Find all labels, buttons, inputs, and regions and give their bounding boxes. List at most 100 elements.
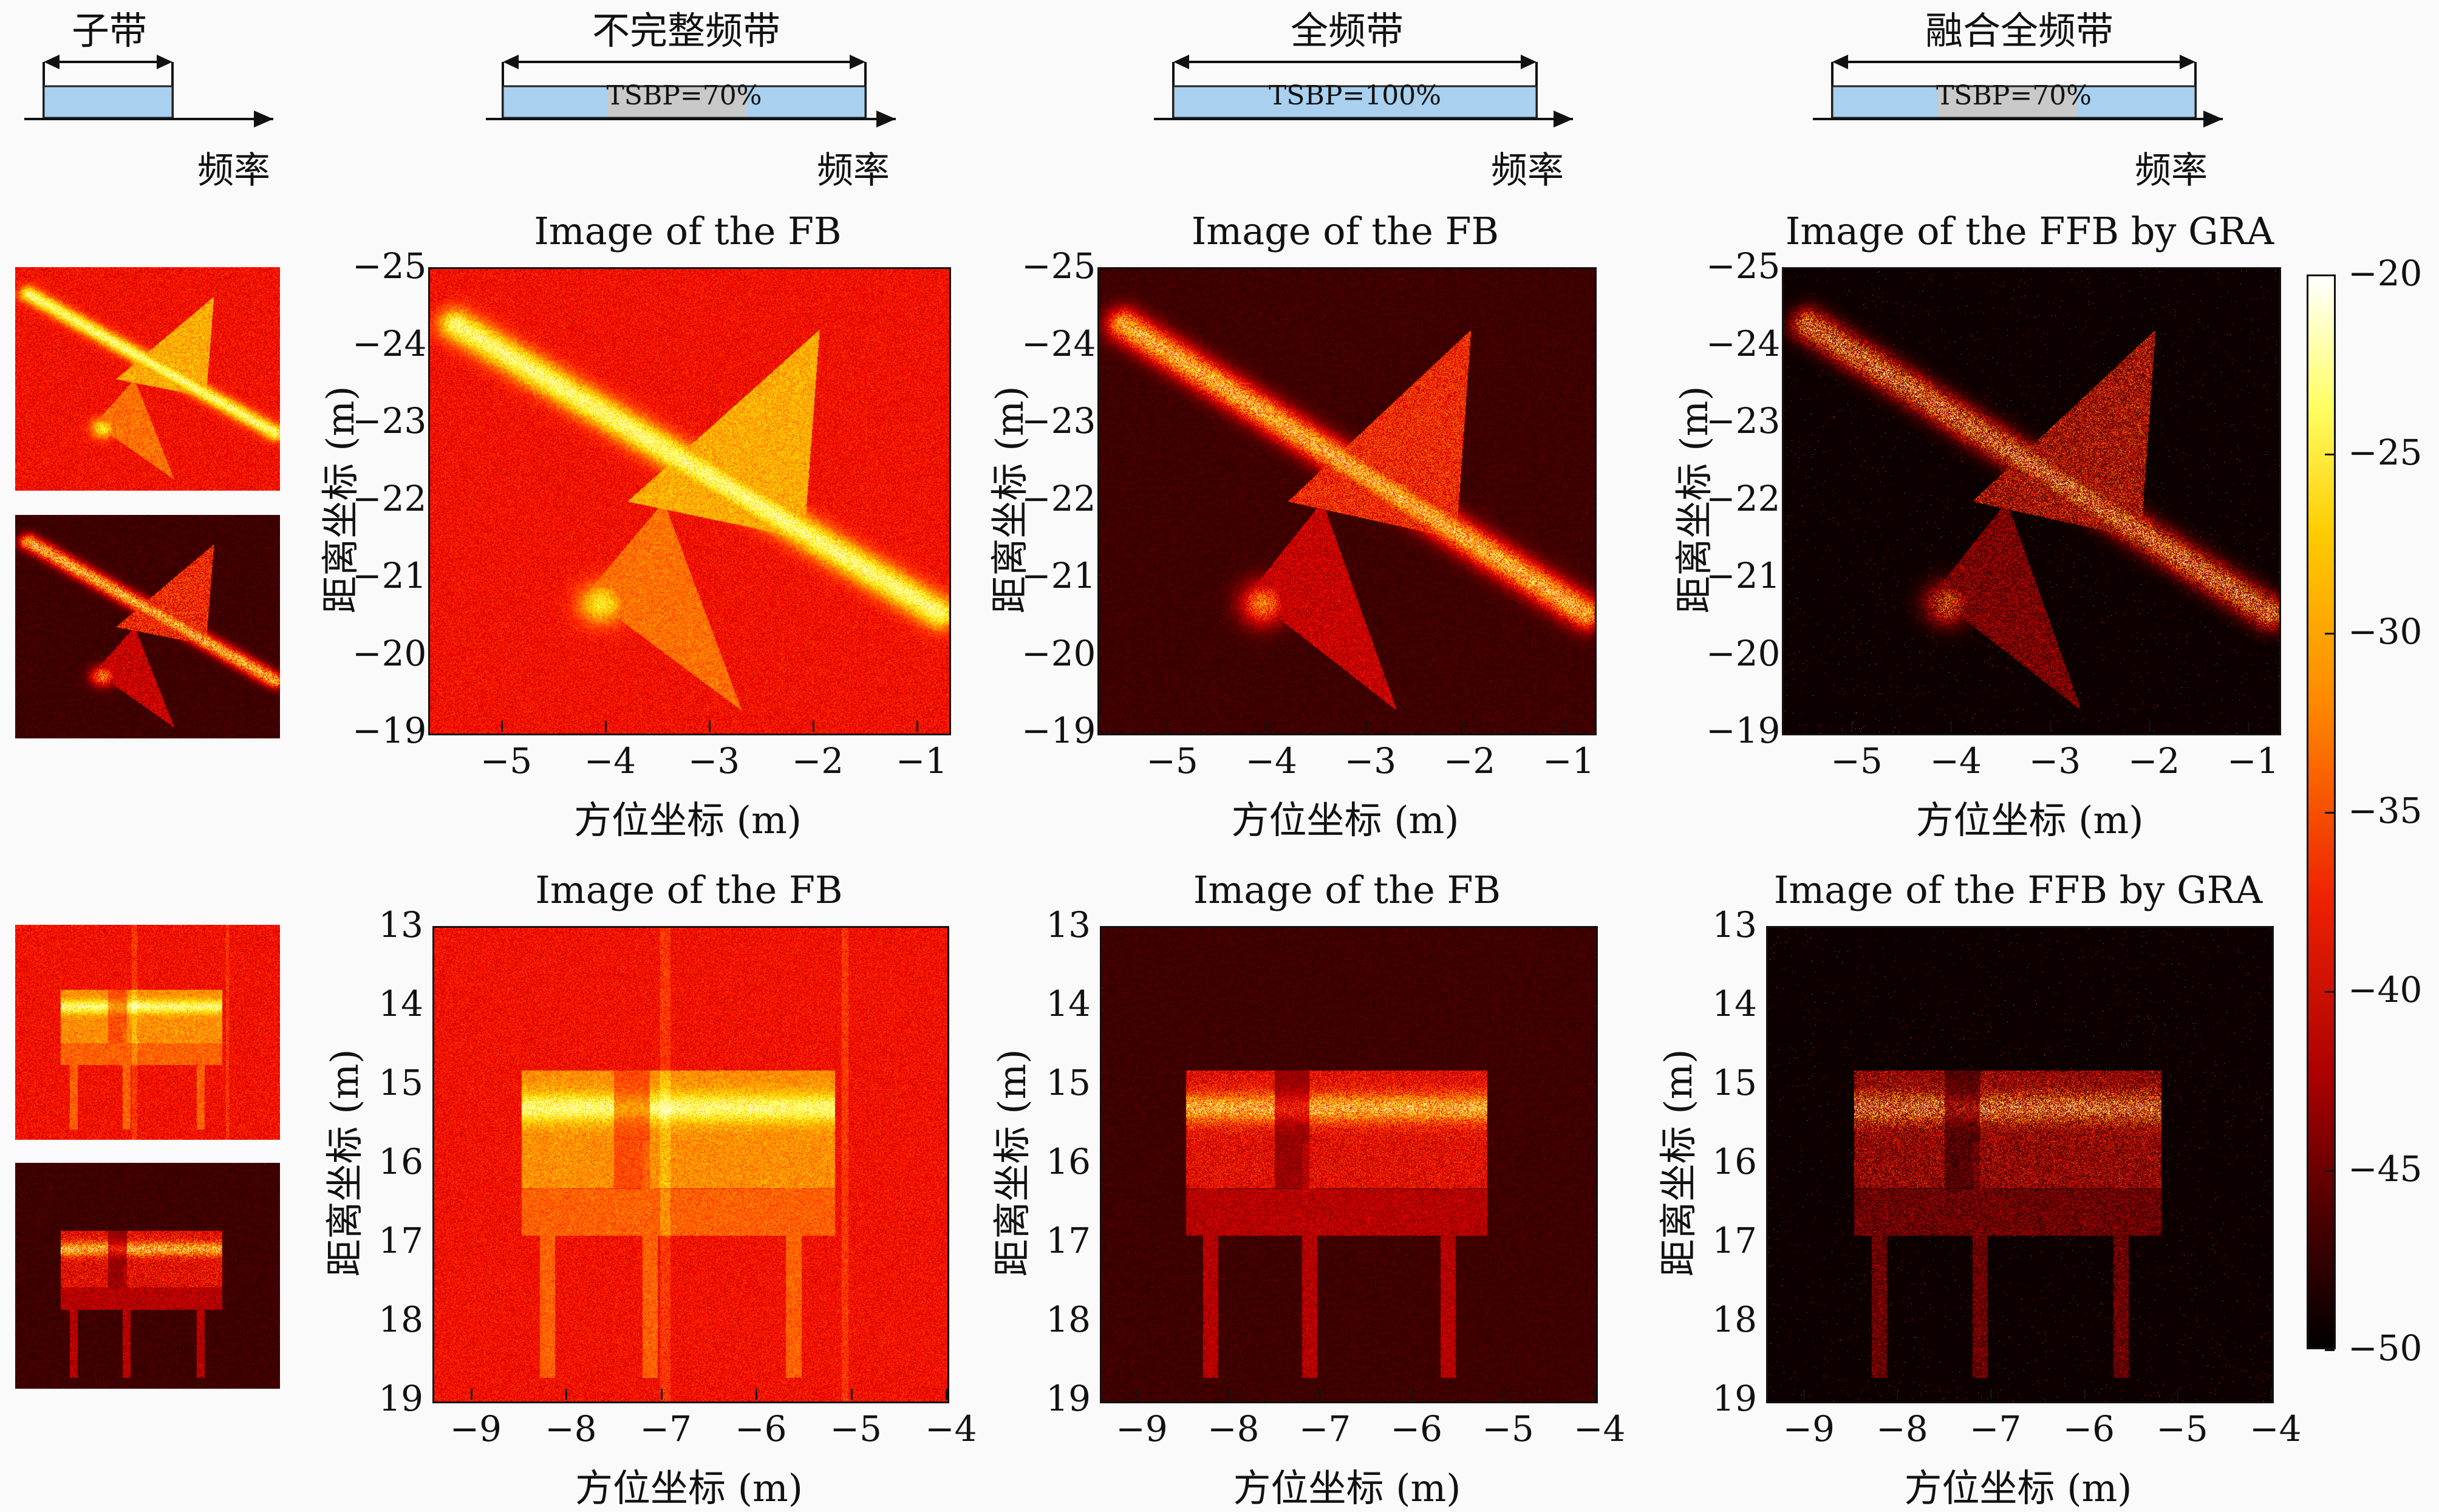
x-tick-label: −1	[2227, 740, 2279, 782]
x-tick-mark	[1411, 1389, 1413, 1400]
x-tick-mark	[946, 1389, 947, 1400]
y-tick-label: 13	[1046, 904, 1091, 945]
y-tick-label: −25	[1706, 245, 1781, 287]
x-tick-label: −4	[925, 1408, 977, 1449]
y-tick-label: 19	[378, 1378, 423, 1419]
x-tick-label: −5	[1830, 740, 1883, 782]
y-tick-label: 17	[378, 1220, 423, 1261]
x-tick-mark	[604, 721, 607, 732]
x-tick-label: −5	[1146, 740, 1198, 782]
x-tick-mark	[2270, 1389, 2272, 1400]
y-axis-label: 距离坐标 (m)	[1656, 1049, 1700, 1277]
x-tick-mark	[708, 721, 711, 732]
panel-title: Image of the FFB by GRA	[1773, 868, 2263, 912]
heatmap-image	[1100, 926, 1598, 1403]
band-title-subband: 子带	[71, 9, 148, 53]
x-tick-mark	[812, 721, 814, 732]
x-tick-mark	[756, 1389, 758, 1400]
x-tick-mark	[2083, 1389, 2086, 1400]
y-tick-label: 16	[1046, 1141, 1091, 1182]
x-axis-label: 方位坐标 (m)	[1231, 798, 1459, 842]
x-tick-label: −9	[449, 1408, 502, 1449]
y-tick-label: −22	[1022, 477, 1096, 519]
fused-band-diagram	[1813, 55, 2223, 128]
x-tick-label: −9	[1782, 1408, 1835, 1449]
y-tick-label: −20	[1706, 632, 1781, 674]
x-tick-label: −6	[735, 1408, 787, 1449]
y-tick-label: −22	[1706, 477, 1781, 519]
heatmap-image	[1097, 267, 1597, 735]
x-tick-mark	[2177, 1389, 2179, 1400]
x-tick-label: −4	[1929, 740, 1982, 782]
colorbar-tick-mark	[2325, 454, 2335, 455]
x-tick-mark	[1319, 1389, 1322, 1400]
band-title-fused: 融合全频带	[1925, 9, 2114, 53]
freq-label-full: 频率	[1491, 149, 1564, 192]
band-title-incomplete: 不完整频带	[592, 9, 781, 53]
panel-title: Image of the FB	[534, 209, 842, 253]
y-tick-label: 17	[1712, 1220, 1757, 1261]
freq-label-incomplete: 频率	[817, 149, 890, 192]
colorbar-tick-label: −35	[2348, 790, 2423, 831]
colorbar-tick-mark	[2325, 1349, 2335, 1351]
x-tick-label: −4	[2250, 1408, 2302, 1449]
x-tick-mark	[850, 1389, 853, 1400]
x-tick-mark	[916, 721, 918, 732]
x-tick-mark	[1990, 1389, 1992, 1400]
x-tick-label: −5	[1482, 1408, 1534, 1449]
x-tick-label: −4	[584, 740, 636, 782]
colorbar-tick-mark	[2325, 274, 2335, 276]
y-tick-label: −22	[352, 477, 427, 519]
tsbp-label-incomplete: TSBP=70%	[606, 80, 762, 111]
y-tick-label: 18	[1712, 1299, 1757, 1340]
y-tick-label: 13	[378, 904, 423, 945]
x-tick-mark	[1464, 721, 1466, 732]
colorbar-tick-label: −25	[2348, 432, 2423, 473]
colorbar-tick-label: −40	[2348, 969, 2423, 1010]
subband-thumbnail-aircraft-2	[15, 515, 280, 738]
x-tick-label: −5	[2156, 1408, 2208, 1449]
y-tick-label: −23	[1022, 400, 1096, 441]
x-tick-mark	[470, 1389, 472, 1400]
y-tick-label: −19	[1022, 710, 1096, 751]
heatmap-image	[428, 267, 951, 735]
y-tick-label: 14	[1712, 983, 1757, 1024]
y-tick-label: −20	[352, 632, 427, 674]
colorbar-tick-mark	[2325, 812, 2335, 814]
x-tick-label: −8	[1876, 1408, 1928, 1449]
x-tick-mark	[1228, 1389, 1230, 1400]
y-axis-label: 距离坐标 (m)	[318, 386, 363, 613]
x-tick-mark	[2248, 721, 2250, 732]
y-tick-label: 19	[1712, 1378, 1757, 1419]
x-tick-label: −9	[1116, 1408, 1168, 1449]
y-tick-label: −19	[352, 710, 427, 751]
x-axis-label: 方位坐标 (m)	[1904, 1466, 2132, 1510]
x-tick-mark	[1897, 1389, 1899, 1400]
y-tick-label: −23	[1706, 400, 1781, 441]
y-tick-label: −24	[352, 322, 427, 364]
x-tick-mark	[1563, 721, 1566, 732]
y-tick-label: 18	[1046, 1299, 1091, 1340]
y-tick-label: −20	[1022, 632, 1096, 674]
x-axis-label: 方位坐标 (m)	[1233, 1466, 1461, 1510]
x-tick-label: −7	[640, 1408, 692, 1449]
y-tick-label: 14	[378, 983, 423, 1024]
x-tick-label: −5	[830, 1408, 882, 1449]
x-tick-mark	[1266, 721, 1268, 732]
y-tick-label: −19	[1706, 710, 1781, 751]
x-tick-mark	[1503, 1389, 1505, 1400]
x-axis-label: 方位坐标 (m)	[575, 1466, 803, 1510]
subband-diagram	[24, 55, 273, 128]
colorbar-tick-mark	[2325, 991, 2335, 993]
x-tick-label: −4	[1574, 1408, 1626, 1449]
x-tick-mark	[1950, 721, 1953, 732]
colorbar-tick-mark	[2325, 633, 2335, 635]
y-tick-label: 18	[378, 1299, 423, 1340]
x-tick-label: −6	[2062, 1408, 2115, 1449]
x-tick-mark	[1594, 1389, 1596, 1400]
x-tick-mark	[2049, 721, 2052, 732]
x-tick-label: −7	[1298, 1408, 1351, 1449]
y-tick-label: −24	[1022, 322, 1096, 364]
x-tick-label: −8	[545, 1408, 597, 1449]
y-tick-label: −25	[1022, 245, 1096, 287]
